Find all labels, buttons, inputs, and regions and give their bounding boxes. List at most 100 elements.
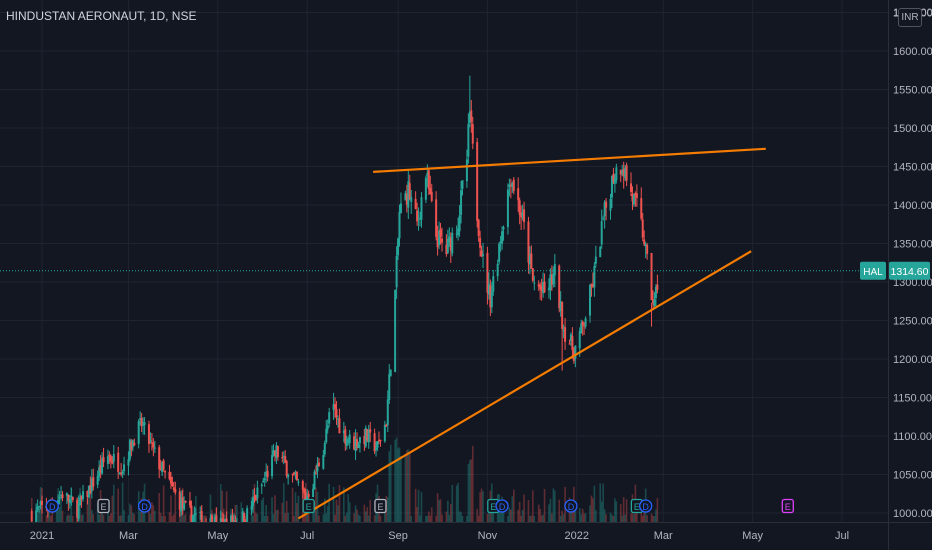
candle-body	[549, 274, 552, 290]
volume-bar	[625, 499, 628, 522]
volume-bar	[363, 504, 366, 522]
price-tag-bg	[889, 261, 930, 280]
candle-body	[508, 184, 511, 187]
candle-body	[276, 446, 279, 458]
earnings-box	[781, 498, 794, 514]
volume-bar	[439, 499, 442, 522]
candle-body	[123, 464, 126, 472]
volume-bar	[168, 512, 171, 522]
candle-body	[439, 229, 442, 237]
candle-body	[395, 256, 398, 288]
earnings-marker[interactable]: E	[374, 498, 387, 514]
dividend-marker[interactable]: D	[45, 499, 59, 513]
candle-body	[600, 221, 603, 245]
dividend-marker[interactable]: D	[564, 499, 578, 513]
candle-body	[501, 231, 504, 244]
candle-body	[430, 191, 433, 201]
candle-body	[301, 481, 304, 490]
volume-bar	[460, 512, 462, 522]
volume-bar	[656, 498, 659, 522]
dividend-marker[interactable]: D	[639, 499, 653, 513]
candle-body	[230, 515, 233, 522]
dividend-circle	[495, 499, 509, 513]
candle-body	[603, 202, 606, 217]
candle-body	[215, 515, 218, 522]
volume-bar	[353, 513, 355, 522]
volume-bar	[570, 504, 572, 522]
candle-body	[547, 287, 550, 291]
volume-bar	[420, 491, 423, 522]
candle-body	[580, 323, 583, 334]
candle-body	[172, 487, 175, 491]
volume-bar	[527, 499, 530, 522]
volume-bar	[407, 449, 410, 522]
candle-body	[377, 439, 380, 441]
earnings-marker[interactable]: E	[302, 498, 315, 514]
candle-body	[564, 327, 567, 342]
candle-body	[644, 243, 647, 247]
candle-body	[388, 373, 391, 400]
volume-bar	[388, 451, 391, 522]
volume-bar	[82, 514, 84, 522]
chart-title: HINDUSTAN AERONAUT, 1D, NSE	[6, 9, 197, 23]
earnings-marker[interactable]: E	[97, 498, 110, 514]
candle-body	[635, 193, 638, 198]
candle-body	[561, 301, 564, 329]
candle-body	[313, 471, 316, 490]
volume-bar	[132, 512, 134, 522]
candle-body	[188, 500, 191, 506]
candle-body	[480, 250, 483, 257]
candle-body	[147, 424, 150, 444]
currency-badge[interactable]: INR	[898, 8, 922, 27]
volume-bar	[488, 507, 490, 522]
dividend-marker[interactable]: D	[137, 499, 152, 513]
volume-bar	[540, 515, 543, 522]
candle-body	[323, 443, 326, 455]
volume-bar	[408, 453, 411, 522]
volume-bar	[354, 505, 357, 522]
volume-bar	[284, 513, 287, 522]
volume-bar	[619, 504, 622, 522]
candle-body	[79, 497, 82, 506]
dividend-marker[interactable]: D	[495, 499, 509, 513]
candle-body	[446, 238, 449, 253]
candle-body	[364, 427, 367, 447]
candle-body	[619, 169, 622, 175]
candle-body	[615, 167, 618, 181]
candle-body	[303, 488, 306, 494]
candle-body	[511, 182, 514, 188]
candle-body	[518, 200, 521, 215]
candle-body	[98, 467, 101, 477]
volume-bar	[537, 504, 540, 522]
candle-body	[41, 500, 43, 505]
dividend-circle	[639, 499, 653, 513]
volume-bar	[425, 515, 427, 522]
candle-body	[347, 440, 350, 442]
candle-body	[39, 501, 42, 505]
volume-bar	[337, 505, 339, 522]
last-price-tag: HAL 1314.60	[860, 261, 930, 280]
volume-bar	[45, 515, 48, 522]
candle-body	[92, 477, 95, 487]
volume-bar	[66, 515, 68, 522]
volume-bar	[306, 515, 309, 522]
trendline-support	[297, 250, 752, 520]
volume-bar	[48, 505, 51, 522]
candle-body	[82, 491, 85, 500]
volume-bar	[303, 515, 306, 522]
volume-bar	[51, 506, 54, 522]
candle-body	[240, 524, 242, 525]
volume-bar	[174, 488, 177, 522]
volume-bar	[580, 514, 582, 522]
candle-body	[284, 456, 287, 463]
candle-body	[584, 318, 587, 327]
candle-body	[414, 198, 417, 209]
volume-bar	[343, 487, 345, 522]
volume-bar	[312, 506, 314, 522]
earnings-marker[interactable]: E	[781, 498, 794, 514]
candle-body	[281, 457, 284, 459]
volume-bar	[499, 507, 502, 522]
volume-bar	[61, 510, 64, 522]
volume-bar	[297, 495, 300, 522]
